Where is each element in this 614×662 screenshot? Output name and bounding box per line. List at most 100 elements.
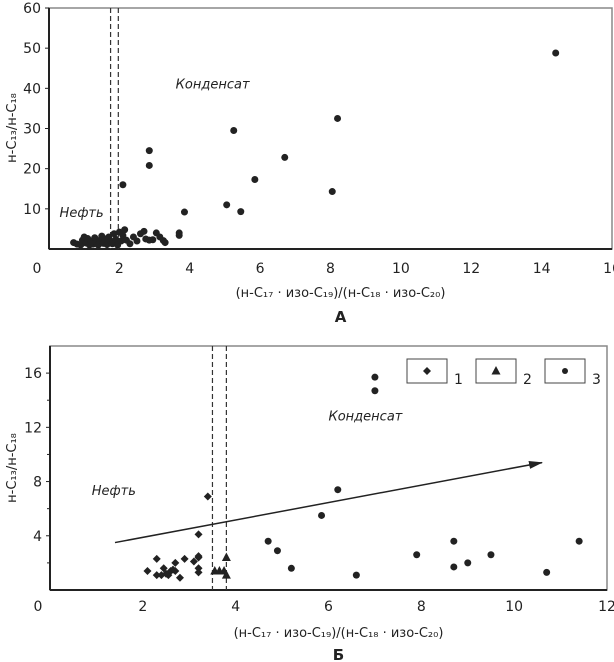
x-tick-label: 8 — [326, 261, 335, 277]
x-tick-label: 2 — [138, 599, 147, 615]
data-point-circle — [371, 373, 379, 381]
data-point-circle — [264, 537, 272, 545]
x-tick-label: 6 — [324, 599, 333, 615]
data-point-diamond — [194, 564, 203, 573]
x-tick-label: 8 — [417, 599, 426, 615]
data-point-circle — [334, 114, 342, 122]
data-point-circle — [273, 547, 281, 555]
data-point-circle — [149, 236, 157, 244]
data-point-diamond — [180, 554, 189, 563]
y-tick-label: 50 — [23, 41, 41, 57]
data-point-circle — [464, 559, 472, 567]
data-point-circle — [126, 240, 134, 248]
panel-label: А — [335, 308, 347, 326]
data-point-diamond — [171, 558, 180, 567]
data-point-circle — [161, 239, 169, 247]
legend-label: 1 — [454, 372, 463, 388]
series-3 — [264, 373, 583, 579]
data-point-diamond — [171, 567, 180, 576]
x-tick-label: 4 — [185, 261, 194, 277]
y-tick-label: 4 — [33, 529, 42, 545]
y-tick-label: 20 — [23, 162, 41, 178]
data-point-diamond — [189, 557, 198, 566]
panel-label: Б — [333, 646, 344, 662]
data-point-diamond — [152, 571, 161, 580]
data-point-circle — [180, 208, 188, 216]
annotation-oil: Нефть — [60, 206, 104, 221]
y-tick-label: 60 — [23, 1, 41, 17]
chart-panel-1: 0 2 4 6 8 10 12 14 16 10 20 30 40 50 60 (н-C₁₇ · изо-C₁… — [5, 1, 614, 326]
data-point-circle — [175, 229, 183, 237]
legend-marker-diamond — [423, 367, 431, 375]
data-point-circle — [133, 237, 141, 245]
data-point-circle — [117, 237, 125, 245]
x-tick-label: 0 — [33, 261, 42, 277]
series-2 — [210, 552, 231, 579]
data-point-circle — [110, 230, 118, 238]
trend-arrow — [114, 461, 543, 544]
series-samples — [70, 49, 560, 249]
data-point-circle — [575, 537, 583, 545]
x-tick-label: 2 — [115, 261, 124, 277]
x-tick-label: 10 — [392, 261, 410, 277]
data-point-circle — [352, 571, 360, 579]
legend-label: 3 — [592, 372, 601, 388]
data-point-diamond — [143, 567, 152, 576]
data-point-circle — [145, 161, 153, 169]
data-point-circle — [413, 551, 421, 559]
data-point-circle — [450, 563, 458, 571]
annotation-condensate: Конденсат — [176, 77, 250, 92]
data-point-circle — [119, 231, 127, 239]
data-point-circle — [145, 147, 153, 155]
x-tick-label: 10 — [505, 599, 523, 615]
data-point-diamond — [152, 554, 161, 563]
data-point-circle — [237, 208, 245, 216]
data-point-circle — [552, 49, 560, 57]
data-point-circle — [251, 176, 259, 184]
x-tick-label: 12 — [462, 261, 480, 277]
data-point-circle — [112, 235, 120, 243]
x-tick-label: 12 — [598, 599, 614, 615]
y-tick-label: 8 — [33, 475, 42, 491]
data-point-triangle — [221, 570, 231, 579]
data-point-circle — [223, 201, 231, 209]
legend-label: 2 — [523, 372, 532, 388]
data-point-circle — [450, 537, 458, 545]
x-tick-label: 16 — [603, 261, 614, 277]
data-point-circle — [281, 153, 289, 161]
data-point-circle — [119, 181, 127, 189]
data-point-circle — [334, 486, 342, 494]
data-point-circle — [287, 564, 295, 572]
data-point-circle — [140, 227, 148, 235]
y-tick-label: 16 — [24, 366, 42, 382]
data-point-circle — [543, 568, 551, 576]
annotation-condensate: Конденсат — [329, 410, 403, 425]
x-tick-label: 14 — [533, 261, 551, 277]
y-tick-label: 40 — [23, 81, 41, 97]
x-tick-label: 4 — [231, 599, 240, 615]
y-tick-label: 12 — [24, 420, 42, 436]
y-axis-label: н-C₁₃/н-C₁₈ — [5, 433, 20, 503]
x-axis-label: (н-C₁₇ · изо-C₁₉)/(н-C₁₈ · изо-C₂₀) — [234, 626, 444, 641]
annotation-oil: Нефть — [92, 484, 136, 499]
x-axis-label: (н-C₁₇ · изо-C₁₉)/(н-C₁₈ · изо-C₂₀) — [236, 286, 446, 301]
y-tick-label: 30 — [23, 122, 41, 138]
data-point-triangle — [221, 552, 231, 561]
data-point-circle — [487, 551, 495, 559]
legend: 1 2 3 — [406, 358, 601, 388]
data-point-circle — [230, 127, 238, 135]
data-point-circle — [121, 226, 129, 234]
plot-frame — [48, 7, 613, 250]
data-point-circle — [328, 188, 336, 196]
data-point-circle — [318, 511, 326, 519]
legend-marker-circle — [562, 368, 568, 374]
data-point-diamond — [203, 492, 212, 501]
series-1 — [143, 492, 212, 582]
y-tick-label: 10 — [23, 202, 41, 218]
data-point-diamond — [194, 530, 203, 539]
x-tick-label: 6 — [256, 261, 265, 277]
legend-marker-triangle — [491, 366, 501, 375]
